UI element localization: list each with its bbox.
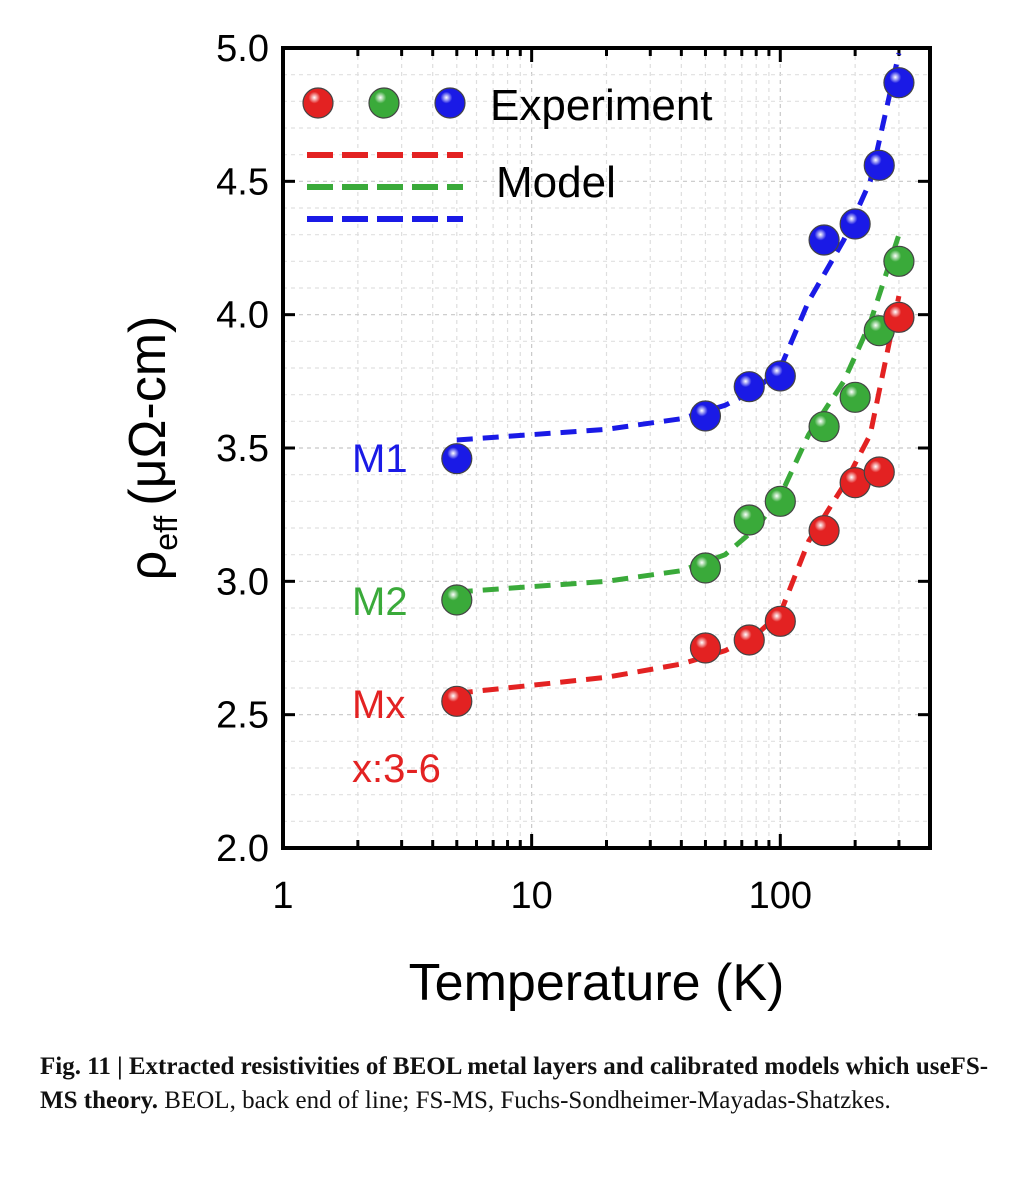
data-point-m2 — [441, 584, 473, 616]
model-curve-m2 — [456, 233, 902, 595]
y-tick-label: 3.5 — [216, 428, 269, 470]
legend: Experiment Model — [302, 81, 713, 222]
y-tick-label: 2.5 — [216, 695, 269, 737]
y-tick-label: 4.5 — [216, 161, 269, 203]
legend-marker-mx — [302, 87, 334, 119]
model-curves — [456, 52, 902, 696]
data-point-m1 — [441, 443, 473, 475]
caption-title: Fig. 11 | Extracted resistivities of BEO… — [40, 1053, 989, 1114]
data-point-m1 — [863, 149, 895, 181]
x-axis-title: Temperature (K) — [409, 954, 785, 1012]
data-point-mx — [883, 301, 915, 333]
caption-body: BEOL, back end of line; FS-MS, Fuchs-Son… — [158, 1087, 891, 1114]
y-tick-label: 3.0 — [216, 561, 269, 603]
data-point-m1 — [689, 400, 722, 432]
series-label-mx: Mx — [352, 683, 405, 727]
figure-caption: Fig. 11 | Extracted resistivities of BEO… — [40, 1050, 1005, 1118]
data-point-m2 — [808, 411, 840, 443]
series-sublabel-mx: x:3-6 — [352, 747, 441, 791]
series-labels: M1 M2 Mx x:3-6 — [352, 437, 441, 791]
x-tick-label: 10 — [511, 875, 553, 917]
legend-marker-m2 — [368, 87, 400, 119]
data-point-mx — [441, 685, 473, 717]
experiment-points — [441, 67, 915, 717]
data-point-mx — [689, 632, 722, 664]
data-point-mx — [733, 624, 765, 656]
y-tick-label: 5.0 — [216, 28, 269, 70]
data-point-m2 — [733, 504, 765, 536]
chart: 2.0 2.5 3.0 3.5 4.0 4.5 5.0 1 10 100 Experiment Mo… — [119, 28, 932, 1012]
data-point-m1 — [764, 360, 796, 392]
y-tick-label: 4.0 — [216, 295, 269, 337]
model-curve-mx — [456, 295, 902, 696]
data-point-m2 — [764, 485, 796, 517]
data-point-m2 — [839, 381, 871, 413]
x-tick-label: 100 — [749, 875, 812, 917]
y-axis-title: ρeff (μΩ-cm) — [119, 316, 184, 581]
series-label-m1: M1 — [352, 437, 408, 481]
data-point-mx — [764, 605, 796, 637]
grid-lines — [283, 48, 930, 848]
y-axis-unit: (μΩ-cm) — [119, 316, 177, 506]
legend-marker-m1 — [434, 87, 466, 119]
data-point-mx — [863, 456, 895, 488]
data-point-m1 — [839, 208, 871, 240]
series-label-m2: M2 — [352, 580, 408, 624]
data-point-m1 — [808, 224, 840, 256]
data-point-m2 — [689, 552, 722, 584]
legend-label-model: Model — [496, 158, 616, 207]
y-axis-symbol: ρ — [119, 551, 177, 581]
legend-label-experiment: Experiment — [490, 81, 713, 130]
data-point-m1 — [733, 371, 765, 403]
data-point-mx — [808, 515, 840, 547]
axis-ticks: 2.0 2.5 3.0 3.5 4.0 4.5 5.0 1 10 100 — [216, 28, 932, 917]
data-point-m2 — [883, 245, 915, 277]
x-tick-label: 1 — [272, 875, 293, 917]
data-point-m1 — [883, 67, 915, 99]
y-axis-subscript: eff — [148, 516, 184, 551]
y-tick-label: 2.0 — [216, 828, 269, 870]
